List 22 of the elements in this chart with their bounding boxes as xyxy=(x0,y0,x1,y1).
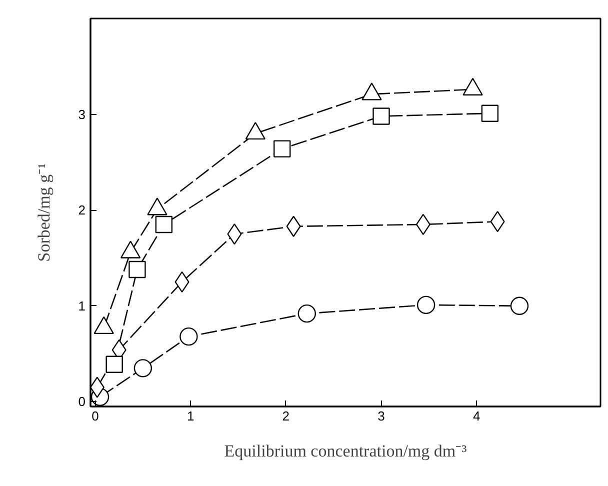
x-axis-title: Equilibrium concentration/mg dm⁻³ xyxy=(224,442,467,460)
x-tick-label: 1 xyxy=(186,408,194,424)
x-tick-label: 4 xyxy=(472,408,480,424)
y-axis-title: Sorbed/mg g⁻¹ xyxy=(34,163,54,262)
point xyxy=(180,327,198,346)
point xyxy=(106,356,123,373)
y-tick-label: 2 xyxy=(78,202,86,218)
point xyxy=(298,304,316,323)
x-tick-label: 2 xyxy=(282,408,290,424)
point xyxy=(416,296,436,314)
point xyxy=(128,260,146,278)
y-tick-label: 3 xyxy=(78,106,86,122)
point xyxy=(274,140,291,158)
x-tick-label: 0 xyxy=(92,408,99,424)
point xyxy=(155,216,172,234)
point xyxy=(372,108,390,125)
point xyxy=(510,296,529,315)
y-tick-label: 1 xyxy=(78,298,86,314)
x-tick-label: 3 xyxy=(378,408,385,424)
point xyxy=(481,104,499,122)
y-tick-label: 0 xyxy=(78,394,86,410)
point xyxy=(134,359,152,378)
